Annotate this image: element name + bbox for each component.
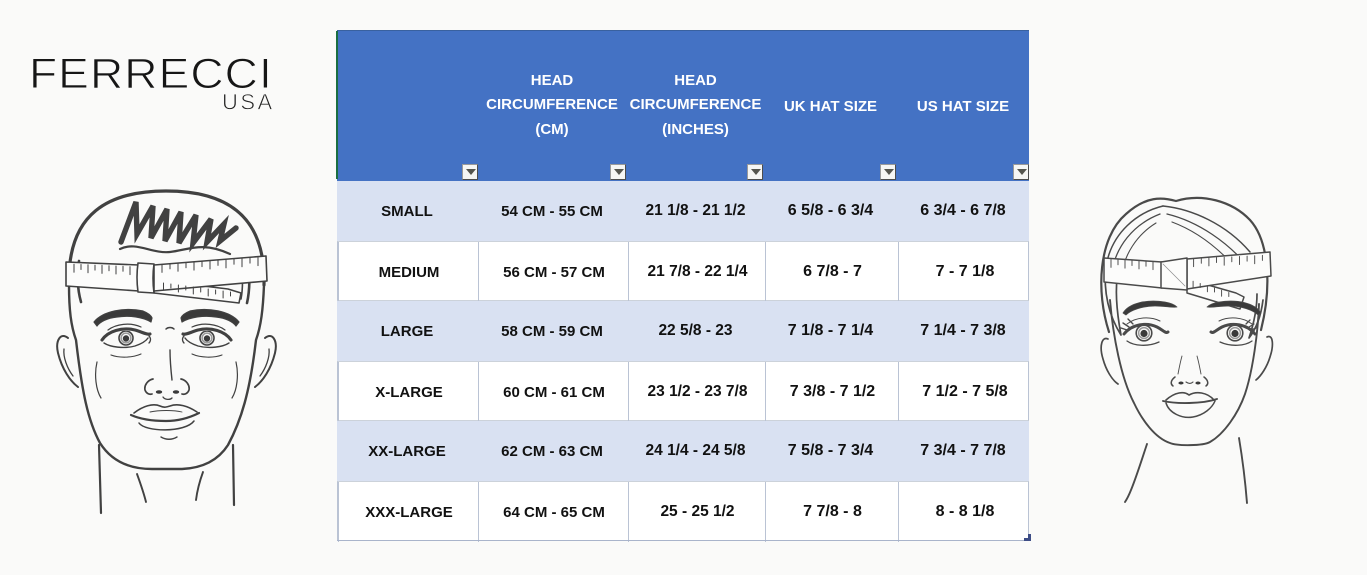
svg-text:FERRECCI: FERRECCI [29,50,273,97]
svg-text:USA: USA [222,90,275,115]
